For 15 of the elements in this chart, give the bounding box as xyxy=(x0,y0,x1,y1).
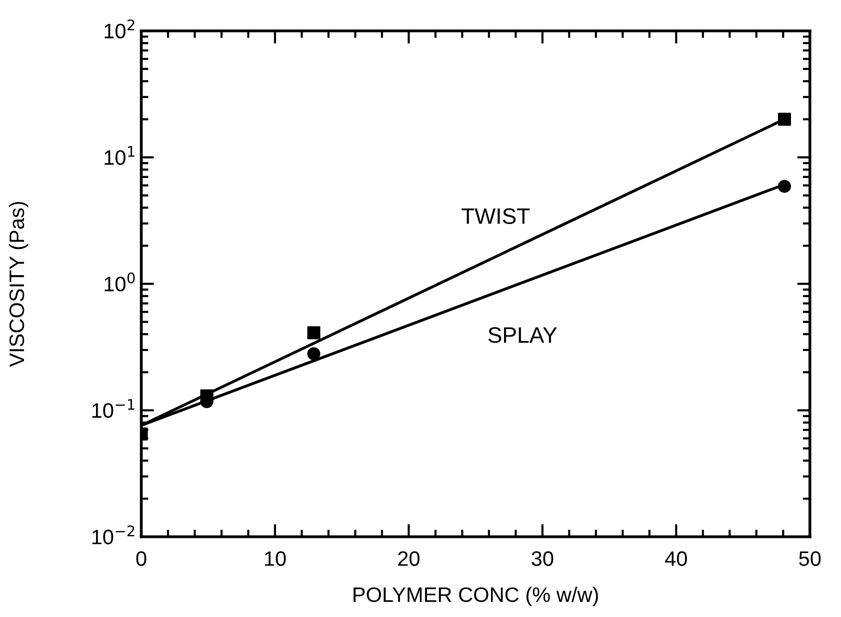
y-tick-label: 10$^{0}$ xyxy=(104,272,135,292)
x-tick-label: 10 xyxy=(265,551,286,566)
y-tick-label: 10$^{−1}$ xyxy=(92,399,134,418)
y-tick-label: 10$^{2}$ xyxy=(104,19,134,38)
x-tick-label: 20 xyxy=(398,551,420,566)
x-axis-title: POLYMER CONC (% w/w) xyxy=(354,586,598,606)
x-tick-label: 0 xyxy=(136,551,146,566)
x-tick-label: 30 xyxy=(532,551,554,566)
y-axis-title: VISCOSITY (Pas) xyxy=(8,202,28,367)
x-tick-label: 50 xyxy=(799,551,821,566)
y-tick-label: 10$^{1}$ xyxy=(104,146,134,165)
annotation: TWIST xyxy=(462,208,530,224)
x-tick-label: 40 xyxy=(665,551,687,566)
y-tick-label: 10$^{−2}$ xyxy=(92,525,134,544)
annotation: SPLAY xyxy=(488,327,557,343)
